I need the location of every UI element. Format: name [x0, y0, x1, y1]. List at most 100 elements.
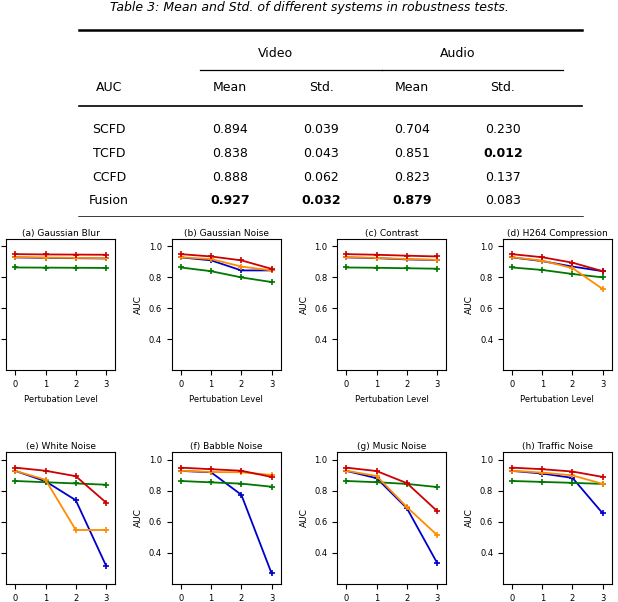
SCFD — [508, 467, 515, 474]
Fusion — [343, 250, 350, 258]
SCFD — [238, 267, 245, 274]
Title: (h) Traffic Noise: (h) Traffic Noise — [522, 442, 593, 452]
TCFD — [343, 264, 350, 271]
SCFD — [208, 469, 215, 476]
Fusion — [373, 467, 380, 474]
Title: (g) Music Noise: (g) Music Noise — [357, 442, 426, 452]
CCFD — [12, 253, 19, 261]
Text: 0.879: 0.879 — [392, 194, 432, 208]
Line: SCFD: SCFD — [12, 254, 109, 262]
Text: 0.230: 0.230 — [485, 123, 521, 136]
TCFD — [343, 477, 350, 485]
Text: 0.838: 0.838 — [213, 147, 248, 160]
X-axis label: Pertubation Level: Pertubation Level — [520, 395, 595, 404]
Title: (a) Gaussian Blur: (a) Gaussian Blur — [22, 229, 99, 238]
Line: CCFD: CCFD — [343, 468, 440, 538]
TCFD — [403, 480, 410, 488]
Line: SCFD: SCFD — [343, 468, 440, 566]
SCFD — [508, 254, 515, 261]
Line: SCFD: SCFD — [178, 254, 275, 273]
CCFD — [599, 285, 606, 293]
TCFD — [599, 274, 606, 281]
TCFD — [433, 483, 441, 491]
Text: 0.851: 0.851 — [394, 147, 430, 160]
TCFD — [599, 480, 606, 488]
SCFD — [208, 256, 215, 264]
CCFD — [103, 255, 110, 262]
Fusion — [403, 252, 410, 259]
Text: Mean: Mean — [213, 81, 247, 94]
CCFD — [42, 476, 49, 483]
Fusion — [42, 251, 49, 258]
CCFD — [72, 254, 80, 261]
SCFD — [433, 559, 441, 566]
X-axis label: Pertubation Level: Pertubation Level — [189, 395, 263, 404]
CCFD — [238, 263, 245, 270]
TCFD — [177, 477, 185, 485]
Y-axis label: AUC: AUC — [465, 509, 475, 527]
Title: (b) Gaussian Noise: (b) Gaussian Noise — [184, 229, 269, 238]
Text: Std.: Std. — [308, 81, 334, 94]
TCFD — [538, 266, 546, 273]
TCFD — [177, 264, 185, 271]
Line: Fusion: Fusion — [343, 251, 440, 259]
TCFD — [103, 264, 110, 272]
CCFD — [343, 253, 350, 261]
Text: 0.043: 0.043 — [303, 147, 339, 160]
Line: Fusion: Fusion — [343, 465, 440, 514]
Fusion — [12, 464, 19, 471]
Line: Fusion: Fusion — [178, 465, 275, 480]
Text: 0.927: 0.927 — [211, 194, 250, 208]
Fusion — [538, 253, 546, 261]
Text: 0.062: 0.062 — [303, 170, 339, 184]
Title: (d) H264 Compression: (d) H264 Compression — [507, 229, 607, 238]
CCFD — [569, 264, 576, 272]
Line: TCFD: TCFD — [343, 264, 440, 272]
CCFD — [177, 467, 185, 474]
SCFD — [103, 255, 110, 262]
Text: Table 3: Mean and Std. of different systems in robustness tests.: Table 3: Mean and Std. of different syst… — [109, 1, 509, 14]
SCFD — [177, 467, 185, 474]
SCFD — [72, 255, 80, 262]
X-axis label: Pertubation Level: Pertubation Level — [355, 395, 429, 404]
CCFD — [177, 253, 185, 261]
TCFD — [12, 477, 19, 485]
CCFD — [433, 256, 441, 264]
Line: TCFD: TCFD — [343, 478, 440, 490]
Text: 0.083: 0.083 — [485, 194, 521, 208]
CCFD — [42, 254, 49, 261]
TCFD — [72, 264, 80, 272]
TCFD — [569, 479, 576, 486]
Line: SCFD: SCFD — [343, 254, 440, 263]
Fusion — [433, 507, 441, 515]
Fusion — [569, 259, 576, 266]
Line: Fusion: Fusion — [12, 465, 109, 506]
Fusion — [72, 251, 80, 258]
Title: (c) Contrast: (c) Contrast — [365, 229, 418, 238]
CCFD — [508, 467, 515, 474]
SCFD — [403, 256, 410, 263]
SCFD — [599, 267, 606, 275]
Text: Audio: Audio — [439, 48, 475, 60]
TCFD — [268, 483, 275, 491]
SCFD — [268, 267, 275, 274]
Line: CCFD: CCFD — [12, 254, 109, 261]
Text: Video: Video — [258, 48, 294, 60]
Text: SCFD: SCFD — [92, 123, 126, 136]
Line: TCFD: TCFD — [509, 264, 606, 281]
Fusion — [177, 464, 185, 471]
CCFD — [538, 469, 546, 476]
Y-axis label: AUC: AUC — [300, 295, 309, 314]
Text: 0.704: 0.704 — [394, 123, 430, 136]
SCFD — [599, 510, 606, 517]
SCFD — [403, 504, 410, 512]
Text: 0.012: 0.012 — [483, 147, 523, 160]
Line: TCFD: TCFD — [178, 478, 275, 490]
Line: SCFD: SCFD — [12, 468, 109, 569]
SCFD — [268, 569, 275, 577]
Text: AUC: AUC — [96, 81, 122, 94]
Line: SCFD: SCFD — [178, 468, 275, 577]
SCFD — [343, 467, 350, 474]
Fusion — [599, 473, 606, 480]
SCFD — [538, 258, 546, 265]
